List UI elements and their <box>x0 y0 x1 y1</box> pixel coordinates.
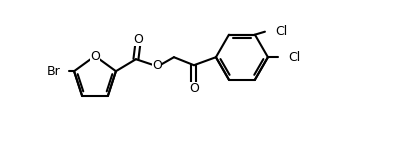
Text: O: O <box>188 82 198 95</box>
Text: Cl: Cl <box>274 25 286 38</box>
Text: O: O <box>133 33 143 46</box>
Text: Cl: Cl <box>287 51 299 64</box>
Text: O: O <box>90 50 100 62</box>
Text: O: O <box>151 59 162 72</box>
Text: Br: Br <box>46 65 60 78</box>
